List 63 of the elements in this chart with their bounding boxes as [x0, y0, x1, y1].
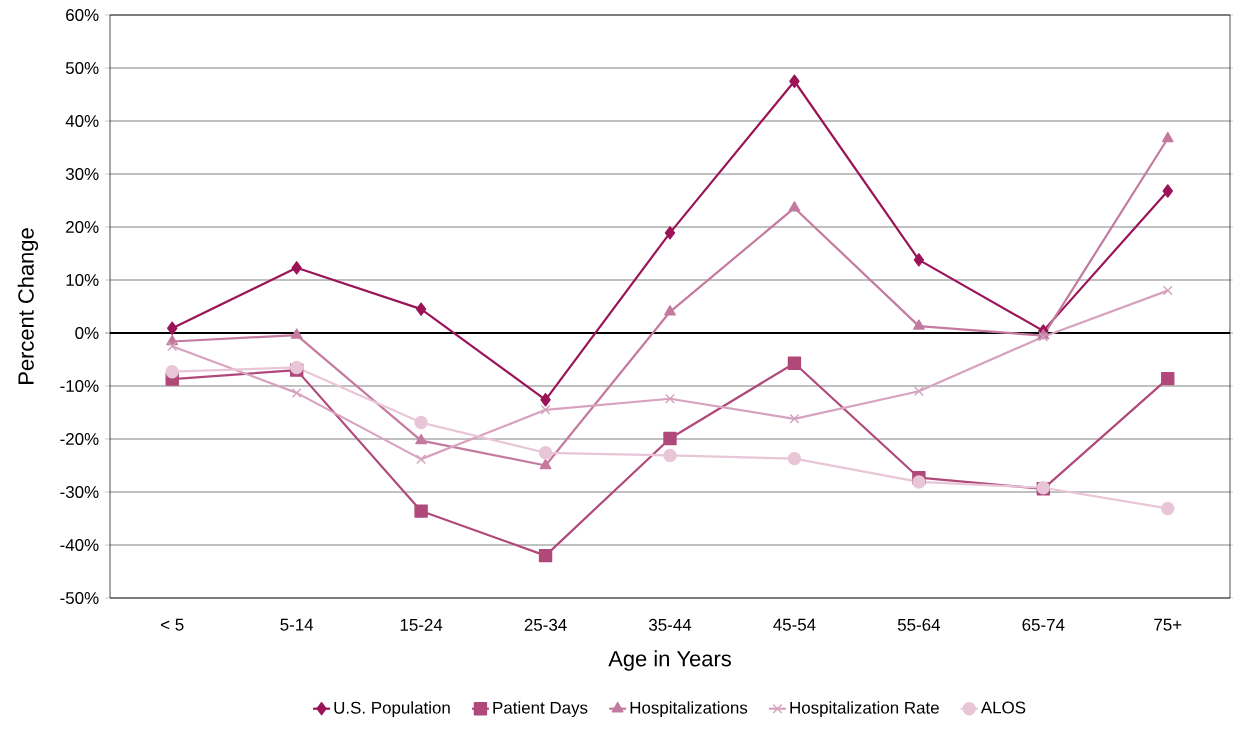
point	[165, 364, 179, 379]
point	[415, 433, 427, 445]
point	[913, 253, 925, 267]
point	[789, 74, 800, 88]
y-tick-label: 40%	[65, 115, 99, 127]
point	[664, 305, 676, 316]
legend-label: Hospitalizations	[630, 701, 748, 718]
x-tick-label: 75+	[1154, 618, 1182, 631]
point	[663, 448, 677, 463]
y-tick-label: 0%	[75, 327, 99, 339]
legend-label: U.S. Population	[334, 701, 450, 718]
y-tick-label: -10%	[60, 380, 99, 392]
point	[167, 321, 178, 335]
point	[291, 261, 302, 275]
y-tick-label: -50%	[60, 592, 99, 604]
point	[415, 302, 427, 316]
point	[788, 201, 801, 212]
x-tick-label: 65-74	[1022, 618, 1065, 631]
point	[912, 319, 925, 330]
point	[539, 458, 552, 470]
legend-label: ALOS	[980, 701, 1026, 714]
point	[416, 454, 427, 465]
y-tick-label: 60%	[66, 9, 99, 21]
x-tick-label: 5-14	[280, 618, 314, 631]
point	[664, 226, 676, 240]
point	[663, 431, 677, 446]
point	[540, 404, 551, 415]
point	[787, 451, 802, 466]
point	[540, 393, 551, 407]
point	[789, 413, 800, 424]
y-axis-title: Percent Change	[17, 228, 39, 384]
point	[538, 548, 553, 563]
point	[913, 386, 924, 397]
point	[538, 446, 553, 460]
point	[1161, 371, 1175, 386]
y-tick-label: 10%	[66, 274, 99, 286]
x-tick-label: 45-54	[773, 618, 816, 631]
point	[290, 328, 303, 339]
x-tick-label: 15-24	[400, 618, 443, 631]
y-tick-label: 30%	[65, 168, 99, 180]
y-tick-label: 20%	[66, 221, 99, 233]
point	[414, 504, 428, 518]
y-tick-label: -30%	[60, 486, 99, 498]
x-tick-label: 55-64	[897, 618, 941, 631]
point	[787, 356, 802, 370]
y-tick-label: -40%	[60, 539, 99, 551]
x-tick-label: < 5	[161, 618, 184, 631]
point	[414, 415, 428, 430]
point	[167, 341, 178, 352]
point	[912, 475, 926, 489]
x-axis-title: Age in Years	[608, 650, 731, 671]
legend-label: Hospitalization Rate	[790, 701, 939, 718]
point	[1161, 131, 1174, 143]
point	[1162, 285, 1173, 296]
y-tick-label: 50%	[65, 62, 99, 74]
y-tick-label: -20%	[60, 433, 99, 445]
legend-label: Patient Days	[493, 701, 588, 718]
point	[1161, 501, 1175, 516]
x-tick-label: 25-34	[524, 618, 567, 631]
x-tick-label: 35-44	[648, 618, 692, 631]
point	[291, 387, 302, 398]
point	[665, 393, 675, 404]
point	[1162, 184, 1173, 198]
